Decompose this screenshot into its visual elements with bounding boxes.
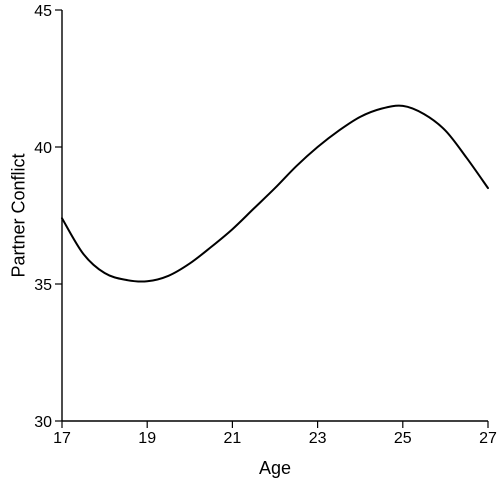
- y-tick-label: 40: [34, 140, 52, 157]
- x-tick-label: 23: [309, 430, 327, 447]
- axes: [61, 10, 488, 422]
- y-axis-title: Partner Conflict: [8, 153, 28, 277]
- x-tick-label: 21: [224, 430, 242, 447]
- x-ticks: 17 19 21 23 25 27: [53, 421, 497, 447]
- y-ticks: 30 35 40 45: [34, 3, 62, 431]
- x-tick-label: 19: [138, 430, 156, 447]
- x-axis-title: Age: [259, 458, 291, 478]
- y-tick-label: 35: [34, 277, 52, 294]
- x-tick-label: 27: [479, 430, 497, 447]
- series-group: [61, 104, 489, 283]
- y-tick-label: 30: [34, 414, 52, 431]
- series-line-0: [61, 104, 489, 283]
- x-tick-label: 25: [394, 430, 412, 447]
- y-tick-label: 45: [34, 3, 52, 20]
- x-tick-label: 17: [53, 430, 71, 447]
